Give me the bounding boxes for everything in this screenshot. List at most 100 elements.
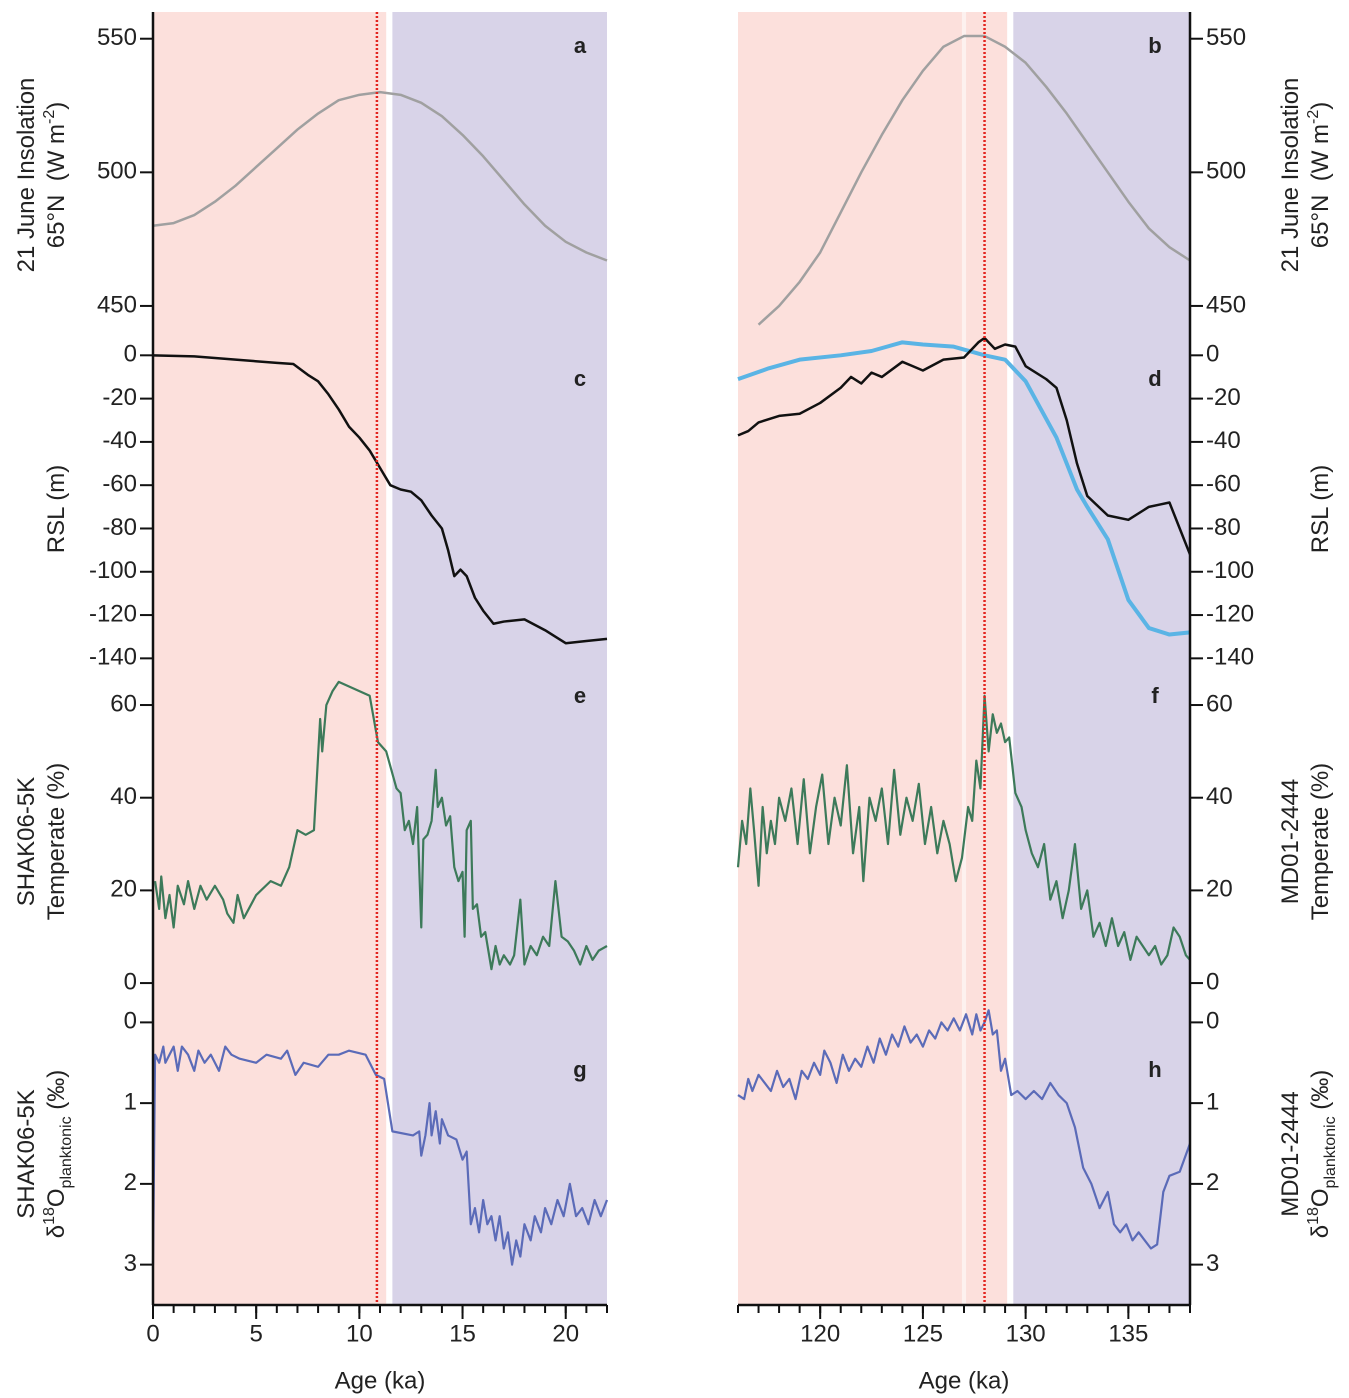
data-line xyxy=(737,1009,1192,1250)
y-axis-label-part: O xyxy=(1307,1188,1334,1207)
shaded-interval xyxy=(392,12,607,1305)
y-tick-label: 0 xyxy=(1206,341,1219,368)
y-axis-label: RSL (m) xyxy=(1307,465,1334,553)
panel-label: a xyxy=(574,33,587,58)
y-tick-label: -40 xyxy=(102,427,137,454)
shaded-interval xyxy=(1013,12,1190,1305)
y-axis-label-part: 21 June Insolation xyxy=(13,78,40,273)
data-line xyxy=(153,680,608,971)
data-line xyxy=(737,336,1192,555)
y-tick-label: -140 xyxy=(1206,644,1254,671)
y-tick-label: 60 xyxy=(1206,690,1233,717)
y-axis-label: SHAK06-5K xyxy=(13,1089,40,1218)
y-axis-label-part: ) xyxy=(1307,102,1334,110)
shaded-interval xyxy=(738,12,1008,1305)
x-axis-label: Age (ka) xyxy=(919,1367,1010,1394)
y-axis-label-part: 65°N (W m xyxy=(1307,124,1334,248)
y-axis-label-part: RSL (m) xyxy=(43,465,70,553)
y-tick-label: 450 xyxy=(97,291,137,318)
y-axis-label-part: SHAK06-5K xyxy=(13,1089,40,1218)
y-axis-label-part: (‰) xyxy=(1307,1070,1334,1117)
y-axis-label: RSL (m) xyxy=(43,465,70,553)
panel-label: b xyxy=(1148,33,1161,58)
y-axis-label: 65°N (W m-2) xyxy=(41,102,71,249)
panel-label: d xyxy=(1148,366,1161,391)
x-tick-label: 5 xyxy=(250,1320,263,1347)
y-tick-label: -80 xyxy=(1206,514,1241,541)
y-tick-label: -100 xyxy=(89,557,137,584)
y-tick-label: 0 xyxy=(1206,968,1219,995)
y-axis-label-part: Temperate (%) xyxy=(1307,763,1334,920)
panel-label: g xyxy=(573,1057,586,1082)
y-tick-label: 2 xyxy=(1206,1169,1219,1196)
data-line xyxy=(152,354,608,645)
y-axis-label-part: O xyxy=(43,1188,70,1207)
x-axis-label: Age (ka) xyxy=(335,1367,426,1394)
y-tick-label: 1 xyxy=(1206,1088,1219,1115)
y-axis-label-part: 21 June Insolation xyxy=(1277,78,1304,273)
y-tick-label: 3 xyxy=(1206,1250,1219,1277)
x-tick-label: 120 xyxy=(800,1320,840,1347)
x-tick-label: 0 xyxy=(146,1320,159,1347)
y-tick-label: -140 xyxy=(89,644,137,671)
y-axis-label-part: -2 xyxy=(1305,110,1322,124)
y-tick-label: 450 xyxy=(1206,291,1246,318)
y-tick-label: -80 xyxy=(102,514,137,541)
x-tick-label: 20 xyxy=(552,1320,579,1347)
y-axis-label: Temperate (%) xyxy=(43,763,70,920)
y-axis-label-part: 65°N (W m xyxy=(43,124,70,248)
y-axis-label: SHAK06-5K xyxy=(13,777,40,906)
y-tick-label: -40 xyxy=(1206,427,1241,454)
y-axis-label-part: 18 xyxy=(1305,1207,1322,1225)
y-tick-label: 2 xyxy=(124,1169,137,1196)
y-axis-label: MD01-2444 xyxy=(1277,1091,1304,1216)
y-tick-label: 40 xyxy=(110,783,137,810)
data-line xyxy=(737,340,1191,637)
y-tick-label: 0 xyxy=(1206,1008,1219,1035)
y-tick-label: -20 xyxy=(102,384,137,411)
y-axis-label: δ18Oplanktonic (‰) xyxy=(1305,1070,1339,1239)
y-axis-label: 21 June Insolation xyxy=(13,78,40,273)
y-tick-label: -120 xyxy=(1206,600,1254,627)
x-tick-label: 130 xyxy=(1006,1320,1046,1347)
y-axis-label-part: MD01-2444 xyxy=(1277,1091,1304,1216)
y-axis-label: δ18Oplanktonic (‰) xyxy=(41,1070,75,1239)
y-axis-label-part: RSL (m) xyxy=(1307,465,1334,553)
y-tick-label: 500 xyxy=(97,158,137,185)
panel-label: e xyxy=(574,683,586,708)
y-axis-label-part: SHAK06-5K xyxy=(13,777,40,906)
y-axis-label-part: (‰) xyxy=(43,1070,70,1117)
y-tick-label: -20 xyxy=(1206,384,1241,411)
panel-label: h xyxy=(1148,1057,1161,1082)
y-tick-label: 550 xyxy=(1206,24,1246,51)
x-tick-label: 15 xyxy=(449,1320,476,1347)
y-tick-label: -60 xyxy=(102,471,137,498)
panel-label: f xyxy=(1151,683,1159,708)
y-tick-label: 60 xyxy=(110,690,137,717)
y-axis-label-part: 18 xyxy=(41,1207,58,1225)
y-tick-label: -120 xyxy=(89,600,137,627)
y-tick-label: -60 xyxy=(1206,471,1241,498)
y-axis-label-part: δ xyxy=(43,1225,70,1238)
data-line xyxy=(757,34,1191,326)
y-tick-label: 550 xyxy=(97,24,137,51)
y-axis-label-part: ) xyxy=(43,102,70,110)
x-tick-label: 125 xyxy=(903,1320,943,1347)
x-tick-label: 135 xyxy=(1108,1320,1148,1347)
y-tick-label: 20 xyxy=(1206,876,1233,903)
y-axis-label: Temperate (%) xyxy=(1307,763,1334,920)
y-axis-label-part: MD01-2444 xyxy=(1277,779,1304,904)
y-axis-label-part: δ xyxy=(1307,1225,1334,1238)
y-axis-label: MD01-2444 xyxy=(1277,779,1304,904)
x-tick-label: 10 xyxy=(346,1320,373,1347)
y-axis-label-part: Temperate (%) xyxy=(43,763,70,920)
data-line xyxy=(152,90,608,262)
data-line xyxy=(151,1045,609,1266)
data-line xyxy=(736,694,1191,966)
y-axis-label-part: planktonic xyxy=(58,1116,75,1188)
shaded-interval xyxy=(961,12,967,1305)
y-tick-label: 20 xyxy=(110,876,137,903)
y-tick-label: 1 xyxy=(124,1088,137,1115)
shaded-interval xyxy=(153,12,387,1305)
